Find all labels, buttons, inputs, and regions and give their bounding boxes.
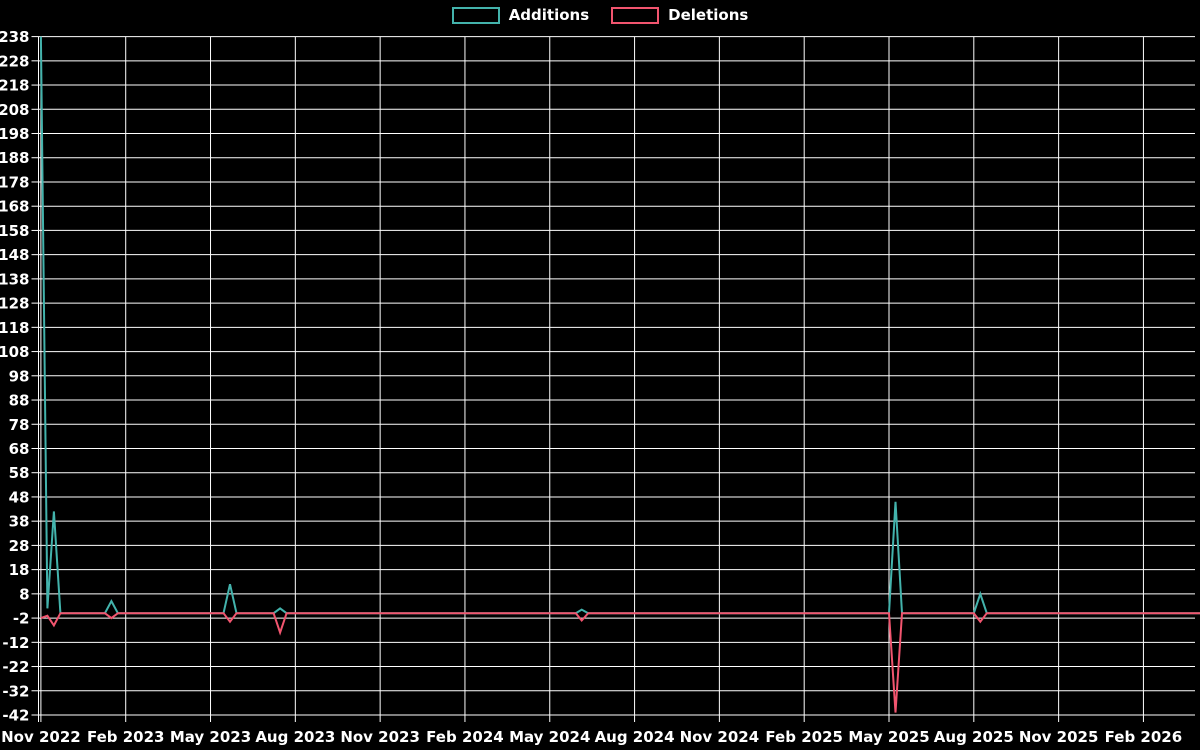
y-tick-label: 138 — [0, 270, 30, 288]
y-tick-label: 28 — [9, 537, 30, 555]
deletions-line — [40, 612, 1200, 713]
y-tick-label: 238 — [0, 28, 30, 46]
y-tick-label: 8 — [19, 585, 29, 603]
y-tick-label: 168 — [0, 198, 30, 216]
deletions-swatch — [611, 7, 660, 24]
legend-item-deletions[interactable]: Deletions — [611, 7, 748, 24]
x-tick-label: Feb 2026 — [1105, 728, 1183, 746]
y-tick-label: 148 — [0, 246, 30, 264]
y-tick-label: -32 — [2, 682, 29, 700]
y-tick-label: 208 — [0, 101, 30, 119]
x-tick-label: May 2023 — [170, 728, 251, 746]
x-tick-label: May 2024 — [509, 728, 590, 746]
legend-label-additions: Additions — [508, 6, 590, 24]
x-tick-label: Nov 2025 — [1019, 728, 1099, 746]
y-tick-label: 188 — [0, 149, 30, 167]
y-tick-label: 88 — [9, 392, 30, 410]
y-tick-label: 218 — [0, 77, 30, 95]
y-tick-label: 178 — [0, 173, 30, 191]
x-tick-label: Aug 2023 — [255, 728, 335, 746]
y-tick-label: 78 — [9, 416, 30, 434]
x-tick-label: Aug 2025 — [934, 728, 1014, 746]
y-tick-label: 48 — [9, 488, 30, 506]
x-tick-label: Nov 2024 — [680, 728, 760, 746]
y-tick-label: -2 — [13, 610, 30, 628]
y-tick-label: 118 — [0, 319, 30, 337]
y-tick-label: 58 — [9, 464, 30, 482]
legend-label-deletions: Deletions — [668, 6, 749, 24]
legend-item-additions[interactable]: Additions — [451, 6, 590, 24]
y-tick-label: -42 — [2, 707, 29, 725]
x-tick-label: Nov 2022 — [1, 728, 81, 746]
x-tick-label: Feb 2024 — [426, 728, 504, 746]
y-tick-label: 68 — [9, 440, 30, 458]
x-tick-label: Feb 2023 — [87, 728, 165, 746]
y-tick-label: 108 — [0, 343, 30, 361]
y-tick-label: 98 — [9, 367, 30, 385]
additions-swatch — [451, 7, 500, 24]
additions-line — [39, 36, 1200, 615]
y-tick-label: -22 — [2, 658, 29, 676]
y-tick-label: 18 — [9, 561, 30, 579]
x-tick-label: May 2025 — [848, 728, 929, 746]
x-tick-label: Feb 2025 — [765, 728, 843, 746]
y-tick-label: 128 — [0, 295, 30, 313]
x-tick-label: Nov 2023 — [340, 728, 420, 746]
y-tick-label: 198 — [0, 125, 30, 143]
y-tick-label: 228 — [0, 52, 30, 70]
y-tick-label: -12 — [2, 634, 29, 652]
y-tick-label: 158 — [0, 222, 30, 240]
x-tick-label: Aug 2024 — [595, 728, 675, 746]
y-tick-label: 38 — [9, 513, 30, 531]
chart-legend: Additions Deletions — [0, 7, 1200, 24]
